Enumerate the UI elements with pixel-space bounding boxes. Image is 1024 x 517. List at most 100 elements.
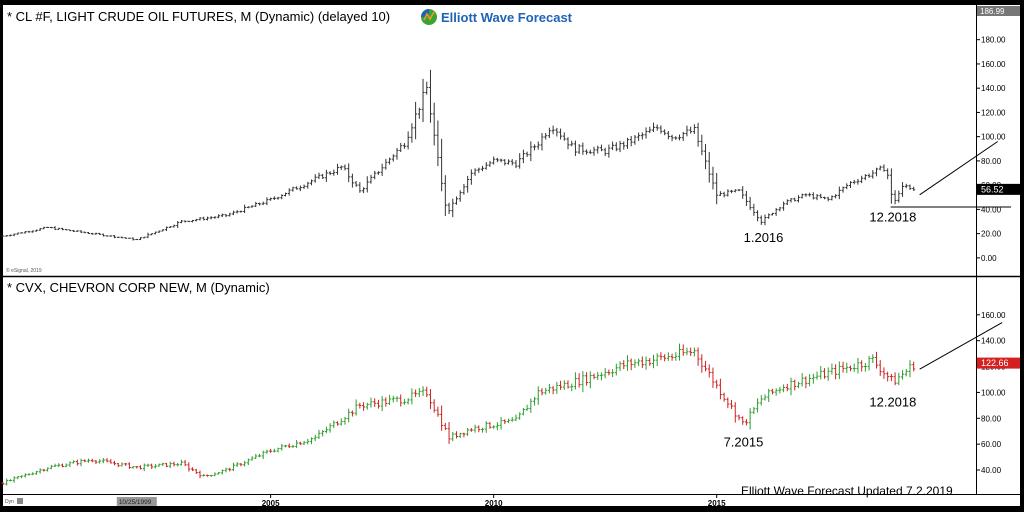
ohlc-bar: [321, 429, 325, 437]
ohlc-bar: [547, 127, 551, 138]
ohlc-bar: [376, 399, 380, 409]
ohlc-bar: [782, 201, 786, 211]
ohlc-bar: [198, 470, 202, 479]
x-axis-ticks: 2005 2010 2015: [262, 494, 726, 508]
ohlc-bar: [886, 371, 890, 382]
ohlc-bar: [685, 125, 689, 137]
ohlc-bar: [759, 395, 763, 406]
ohlc-bar: [168, 226, 172, 229]
y-tick-label: 80.00: [981, 157, 1002, 166]
ohlc-bar: [533, 144, 537, 151]
ohlc-bar: [514, 160, 518, 169]
ohlc-bar: [469, 428, 473, 432]
ohlc-bar: [901, 182, 905, 197]
ohlc-bar: [893, 372, 897, 386]
ohlc-bar: [878, 165, 882, 171]
ohlc-bar: [34, 229, 38, 232]
ohlc-bar: [629, 135, 633, 147]
ohlc-bar: [871, 354, 875, 363]
ohlc-bar: [637, 132, 641, 141]
ohlc-bar: [213, 216, 217, 219]
ohlc-bar: [492, 156, 496, 165]
ohlc-bar: [596, 145, 600, 154]
ohlc-bar: [246, 206, 250, 209]
ohlc-bar: [328, 171, 332, 176]
ohlc-bar: [748, 408, 752, 430]
ohlc-bar: [243, 204, 247, 214]
ohlc-bar: [637, 358, 641, 367]
ohlc-bar: [741, 186, 745, 199]
ohlc-bar: [127, 462, 131, 469]
ohlc-bar: [79, 230, 83, 234]
ohlc-bar: [704, 143, 708, 170]
ohlc-bar: [837, 361, 841, 380]
ohlc-bar: [540, 388, 544, 396]
ohlc-bar: [752, 407, 756, 415]
x-tick-label: 2015: [708, 499, 726, 508]
ohlc-bar: [399, 142, 403, 153]
time-axis-left-icon[interactable]: [17, 498, 23, 504]
ohlc-bar: [90, 232, 94, 235]
ohlc-bar: [261, 201, 265, 206]
ohlc-bar: [521, 149, 525, 164]
ohlc-bar: [306, 181, 310, 189]
ohlc-bar: [704, 360, 708, 372]
ohlc-bar: [384, 397, 388, 407]
ohlc-bar: [165, 462, 169, 468]
ohlc-bar: [458, 432, 462, 438]
ohlc-bar: [231, 210, 235, 216]
ohlc-bar: [819, 193, 823, 199]
ohlc-bar: [536, 386, 540, 405]
ohlc-bar: [5, 235, 9, 237]
ohlc-bar: [533, 396, 537, 406]
ohlc-bar: [414, 101, 418, 140]
ohlc-bar: [254, 201, 258, 208]
ohlc-bar: [354, 181, 358, 187]
ohlc-bar: [272, 196, 276, 201]
ohlc-bar: [774, 207, 778, 216]
ohlc-bar: [663, 129, 667, 136]
ohlc-bar: [670, 353, 674, 361]
ohlc-bar: [179, 459, 183, 466]
ohlc-bar: [893, 190, 897, 205]
ohlc-bar: [86, 231, 90, 235]
ohlc-bar: [689, 126, 693, 134]
ohlc-bar: [406, 398, 410, 405]
ohlc-bar: [640, 356, 644, 368]
y-tick-label: 140.00: [981, 337, 1006, 346]
ohlc-bar: [302, 184, 306, 189]
ohlc-bar: [544, 132, 548, 140]
ohlc-bar: [581, 371, 585, 393]
ohlc-bar: [852, 179, 856, 185]
ohlc-bar: [518, 412, 522, 420]
ohlc-bar: [369, 174, 373, 184]
ohlc-bar: [681, 131, 685, 141]
ohlc-bar: [254, 454, 258, 460]
y-tick-label: 160.00: [981, 60, 1006, 69]
ohlc-bar: [443, 422, 447, 431]
ohlc-bar: [428, 389, 432, 410]
ohlc-bar: [261, 450, 265, 460]
ohlc-bar: [722, 191, 726, 198]
ohlc-bar: [46, 467, 50, 472]
ohlc-bar: [696, 347, 700, 366]
ohlc-bar: [168, 461, 172, 469]
ohlc-bar: [113, 460, 117, 466]
ohlc-bar: [116, 236, 120, 239]
ohlc-bar: [339, 418, 343, 426]
ohlc-bar: [313, 174, 317, 183]
ohlc-bar: [633, 359, 637, 368]
ohlc-bar: [625, 137, 629, 149]
y-tick-label: 120.00: [981, 108, 1006, 117]
ohlc-bar: [618, 140, 622, 153]
ohlc-bar: [507, 159, 511, 165]
ohlc-bar: [176, 221, 180, 229]
ohlc-bar: [651, 122, 655, 132]
ohlc-bar: [804, 376, 808, 389]
x-tick-label: 2010: [485, 499, 503, 508]
ohlc-bar: [804, 193, 808, 197]
ohlc-bar: [815, 371, 819, 380]
ohlc-bar: [124, 462, 128, 466]
ohlc-bar: [711, 166, 715, 190]
